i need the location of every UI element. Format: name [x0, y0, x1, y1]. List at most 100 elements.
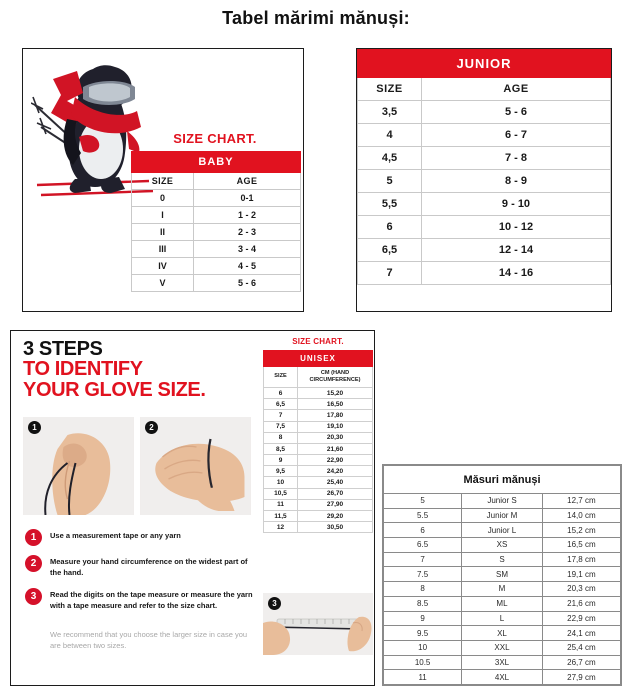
unisex-cm-cell: 20,30: [297, 431, 373, 444]
unisex-size-cell: 10,5: [263, 487, 298, 500]
unisex-table-title-row: UNISEX: [263, 350, 373, 367]
unisex-size-cell: 12: [263, 521, 298, 534]
masuri-size-cell: 6.5: [382, 537, 463, 553]
masuri-cm-cell: 17,8 cm: [541, 551, 622, 568]
unisex-size-cell: 9,5: [263, 465, 298, 478]
junior-age-cell: 14 - 16: [421, 261, 611, 285]
unisex-size-cell: 6,5: [263, 398, 298, 411]
skiing-penguin-icon: [31, 65, 154, 197]
table-row: 5,5 9 - 10: [357, 192, 611, 216]
table-row: III 3 - 4: [131, 240, 301, 258]
junior-age-cell: 10 - 12: [421, 215, 611, 239]
masuri-manusi-panel: Măsuri mănuși 5 Junior S 12,7 cm 5.5 Jun…: [382, 464, 622, 686]
list-item: 1 Use a measurement tape or any yarn: [25, 529, 257, 546]
table-row: 8 M 20,3 cm: [382, 581, 622, 597]
masuri-cm-cell: 22,9 cm: [541, 610, 622, 627]
step2-badge: 2: [145, 421, 158, 434]
table-row: 10 XXL 25,4 cm: [382, 639, 622, 656]
unisex-size-cell: 10: [263, 476, 298, 489]
unisex-table-title: UNISEX: [263, 350, 373, 367]
unisex-cm-cell: 26,70: [297, 487, 373, 500]
step-text-3: Read the digits on the tape measure or m…: [50, 589, 253, 610]
baby-size-chart-label: SIZE CHART.: [173, 131, 257, 146]
table-row: 7,5 19,10: [263, 420, 373, 433]
unisex-size-cell: 6: [263, 386, 298, 400]
table-row: 11,5 29,20: [263, 510, 373, 523]
table-row: 5 8 - 9: [357, 169, 611, 193]
table-row: 4 6 - 7: [357, 123, 611, 147]
baby-size-cell: V: [131, 274, 194, 292]
unisex-size-cell: 9: [263, 454, 298, 467]
junior-size-cell: 6,5: [357, 238, 422, 262]
unisex-cm-cell: 24,20: [297, 465, 373, 478]
unisex-col-cm: CM (HAND CIRCUMFERENCE): [297, 366, 373, 388]
table-row: 11 27,90: [263, 498, 373, 512]
table-row: 6,5 12 - 14: [357, 238, 611, 262]
masuri-size-cell: 9.5: [382, 625, 463, 641]
baby-table-title: BABY: [131, 151, 301, 173]
unisex-cm-cell: 25,40: [297, 476, 373, 489]
masuri-cm-cell: 24,1 cm: [541, 625, 622, 641]
masuri-cm-cell: 14,0 cm: [541, 507, 622, 524]
masuri-title: Măsuri mănuși: [383, 464, 621, 495]
step3-photo: 3: [263, 593, 373, 655]
table-row: 8 20,30: [263, 431, 373, 444]
table-row: 8.5 ML 21,6 cm: [382, 595, 622, 612]
junior-size-cell: 5: [357, 169, 422, 193]
baby-age-cell: 2 - 3: [193, 223, 301, 241]
masuri-label-cell: S: [461, 551, 543, 568]
masuri-size-cell: 7: [382, 551, 463, 568]
masuri-cm-cell: 12,7 cm: [541, 493, 622, 509]
table-row: 6,5 16,50: [263, 398, 373, 411]
masuri-cm-cell: 19,1 cm: [541, 566, 622, 583]
table-row: 9.5 XL 24,1 cm: [382, 625, 622, 641]
step1-photo: 1: [23, 417, 134, 515]
table-row: 9,5 24,20: [263, 465, 373, 478]
baby-age-cell: 1 - 2: [193, 206, 301, 224]
masuri-size-cell: 10: [382, 639, 463, 656]
unisex-column-header-row: SIZE CM (HAND CIRCUMFERENCE): [263, 366, 373, 388]
table-row: 6 15,20: [263, 386, 373, 400]
table-row: 11 4XL 27,9 cm: [382, 669, 622, 685]
table-row: 7 14 - 16: [357, 261, 611, 285]
masuri-cm-cell: 15,2 cm: [541, 522, 622, 539]
masuri-cm-cell: 16,5 cm: [541, 537, 622, 553]
table-row: 10,5 26,70: [263, 487, 373, 500]
steps-heading-line3: YOUR GLOVE SIZE.: [23, 378, 206, 401]
step-instructions: 1 Use a measurement tape or any yarn 2 M…: [25, 529, 257, 621]
baby-size-table: BABY SIZE AGE 0 0-1 I 1 - 2 II 2 - 3 III…: [131, 151, 301, 292]
table-row: 7 17,80: [263, 409, 373, 422]
steps-heading: 3 STEPS TO IDENTIFY YOUR GLOVE SIZE.: [23, 339, 206, 401]
baby-col-size: SIZE: [131, 172, 194, 190]
junior-age-cell: 7 - 8: [421, 146, 611, 170]
masuri-label-cell: XL: [461, 625, 543, 641]
masuri-label-cell: XS: [461, 537, 543, 553]
steps-heading-line2: TO IDENTIFY: [23, 358, 143, 381]
junior-size-cell: 6: [357, 215, 422, 239]
unisex-size-chart-label: SIZE CHART.: [292, 337, 344, 346]
baby-size-cell: III: [131, 240, 194, 258]
list-item: 3 Read the digits on the tape measure or…: [25, 587, 257, 612]
masuri-cm-cell: 27,9 cm: [541, 669, 622, 685]
unisex-cm-cell: 27,90: [297, 498, 373, 512]
unisex-size-cell: 7: [263, 409, 298, 422]
junior-table-title-row: JUNIOR: [357, 49, 611, 78]
unisex-col-size: SIZE: [263, 366, 298, 388]
masuri-label-cell: L: [461, 610, 543, 627]
table-row: 8,5 21,60: [263, 442, 373, 456]
step-text-1: Use a measurement tape or any yarn: [50, 531, 181, 540]
junior-col-age: AGE: [421, 77, 611, 101]
masuri-size-cell: 5.5: [382, 507, 463, 524]
baby-size-cell: II: [131, 223, 194, 241]
unisex-size-cell: 8: [263, 431, 298, 444]
masuri-label-cell: M: [461, 581, 543, 597]
step3-badge: 3: [268, 597, 281, 610]
step-number-1: 1: [25, 529, 42, 546]
masuri-size-cell: 8: [382, 581, 463, 597]
unisex-cm-cell: 16,50: [297, 398, 373, 411]
junior-age-cell: 5 - 6: [421, 100, 611, 124]
unisex-cm-cell: 30,50: [297, 521, 373, 534]
table-row: IV 4 - 5: [131, 257, 301, 275]
step1-badge: 1: [28, 421, 41, 434]
baby-age-cell: 0-1: [193, 189, 301, 207]
